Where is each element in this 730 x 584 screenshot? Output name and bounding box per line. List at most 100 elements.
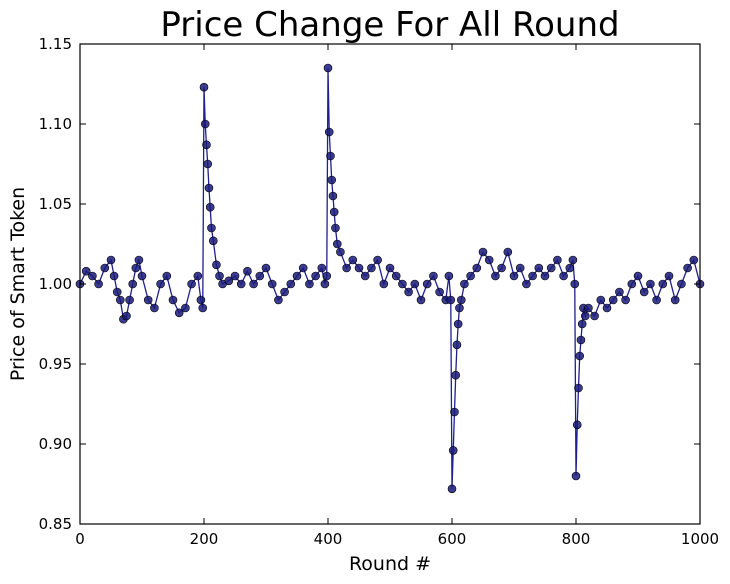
data-point: [342, 263, 351, 273]
data-point: [546, 263, 556, 273]
data-point: [193, 271, 203, 281]
x-tick-label: 1000: [681, 530, 719, 548]
data-point: [202, 140, 211, 150]
data-point: [298, 263, 308, 273]
data-point: [174, 308, 184, 318]
y-axis-label: Price of Smart Token: [7, 187, 29, 381]
data-point: [621, 295, 630, 305]
data-point: [478, 247, 488, 257]
data-point: [187, 279, 196, 289]
data-point: [528, 271, 537, 281]
data-point: [580, 311, 590, 321]
data-point: [576, 335, 586, 345]
data-point: [453, 319, 463, 329]
data-point: [410, 279, 420, 289]
data-point: [125, 295, 134, 305]
data-point: [181, 303, 190, 313]
data-point: [150, 303, 159, 313]
data-point: [332, 239, 342, 249]
data-point: [143, 295, 153, 305]
data-point: [575, 351, 585, 361]
data-point: [106, 255, 116, 265]
plot-frame: [79, 43, 701, 525]
chart-title: Price Change For All Round: [160, 5, 619, 45]
data-point: [131, 263, 141, 273]
data-point: [404, 287, 413, 297]
data-point: [670, 295, 680, 305]
data-point: [209, 236, 218, 246]
data-point: [448, 446, 458, 455]
data-point: [323, 63, 333, 73]
data-point: [602, 303, 612, 313]
data-point: [615, 287, 624, 297]
data-point: [633, 271, 643, 281]
data-point: [168, 295, 178, 305]
data-point: [249, 279, 258, 289]
data-point: [336, 247, 345, 257]
data-point: [452, 340, 462, 350]
data-point: [572, 420, 582, 430]
data-point: [212, 260, 221, 270]
data-point: [577, 319, 587, 329]
data-point: [292, 271, 302, 281]
data-point: [491, 271, 500, 281]
data-point: [267, 279, 277, 289]
data-point: [646, 279, 655, 289]
x-tick-label: 600: [438, 530, 467, 548]
data-point: [198, 303, 208, 313]
data-point: [534, 263, 544, 273]
data-point: [88, 271, 97, 281]
data-point: [224, 276, 234, 286]
data-point: [429, 271, 438, 281]
data-point: [652, 295, 661, 305]
data-point: [204, 183, 214, 193]
series-layer: [75, 63, 705, 494]
data-point: [329, 207, 339, 217]
x-tick-label: 400: [314, 530, 343, 548]
data-point: [116, 295, 125, 305]
data-point: [280, 287, 289, 297]
y-tick-label: 0.95: [39, 355, 72, 373]
data-point: [444, 271, 454, 281]
data-point: [584, 303, 593, 313]
data-point: [230, 271, 240, 281]
x-axis-ticks: 0 200 400 600 800 1000: [75, 44, 719, 548]
data-point: [565, 263, 575, 273]
data-point: [451, 370, 461, 380]
data-point: [627, 279, 637, 289]
data-point: [658, 279, 668, 289]
y-tick-label: 1.05: [39, 195, 72, 213]
x-tick-label: 800: [562, 530, 591, 548]
data-point: [128, 279, 137, 289]
data-point: [515, 263, 525, 273]
data-point: [447, 484, 457, 494]
data-point: [199, 82, 209, 92]
data-point: [435, 287, 444, 297]
x-tick-label: 0: [75, 530, 85, 548]
data-point: [472, 263, 482, 273]
data-point: [497, 263, 506, 273]
data-point: [109, 271, 119, 281]
data-point: [162, 271, 172, 281]
data-point: [639, 287, 649, 297]
x-axis-label: Round #: [349, 553, 431, 575]
data-point: [324, 127, 334, 137]
data-point: [100, 263, 110, 273]
data-point: [540, 271, 550, 281]
data-point: [134, 255, 144, 265]
data-point: [522, 279, 531, 289]
data-point: [274, 295, 283, 305]
data-point: [196, 295, 206, 305]
data-point: [122, 311, 131, 321]
data-point: [200, 119, 210, 129]
data-point: [391, 271, 401, 281]
data-point: [322, 271, 332, 281]
series-line: [79, 67, 701, 489]
y-tick-label: 0.85: [39, 515, 72, 533]
data-point: [243, 266, 252, 276]
data-point: [326, 151, 335, 161]
data-point: [385, 263, 395, 273]
data-point: [571, 471, 581, 481]
data-point: [450, 407, 459, 417]
data-point: [331, 223, 340, 233]
